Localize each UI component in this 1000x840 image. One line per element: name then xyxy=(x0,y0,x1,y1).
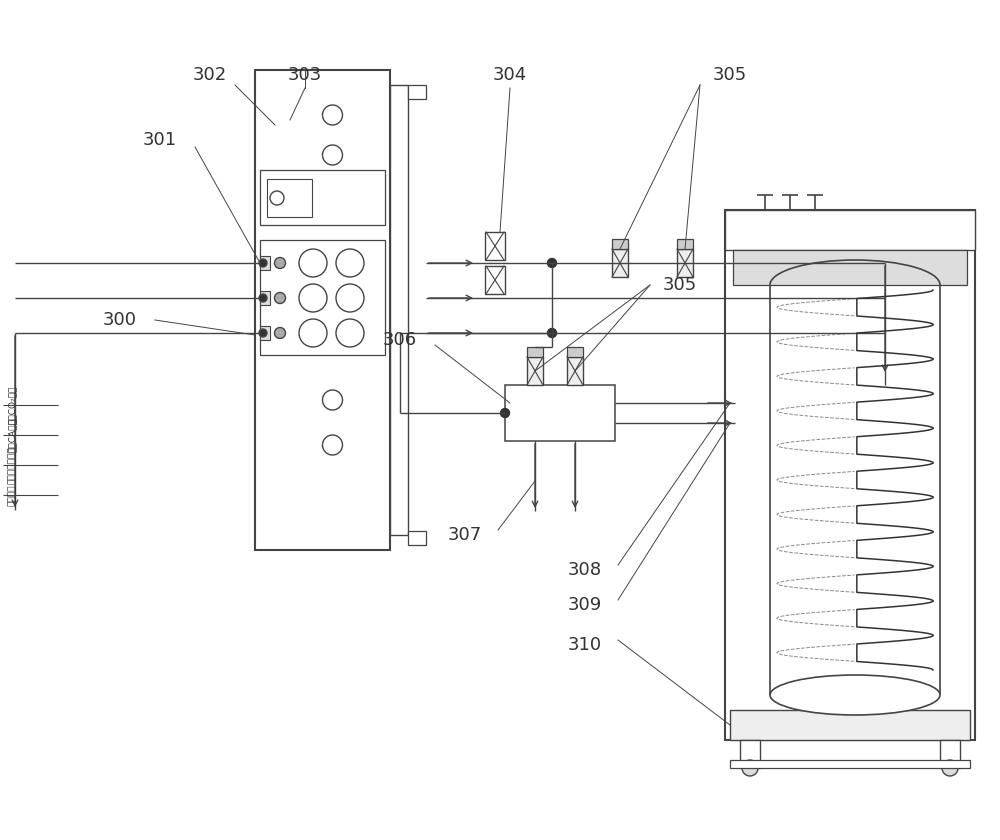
Circle shape xyxy=(274,328,286,339)
Circle shape xyxy=(274,292,286,303)
Circle shape xyxy=(259,329,267,337)
Text: 306: 306 xyxy=(383,331,417,349)
Bar xyxy=(485,266,505,294)
Text: 305: 305 xyxy=(663,276,697,294)
Circle shape xyxy=(259,294,267,302)
Circle shape xyxy=(274,258,286,269)
Circle shape xyxy=(336,249,364,277)
Text: 输气负压引气管: 输气负压引气管 xyxy=(8,446,17,484)
Bar xyxy=(612,249,628,277)
Text: 输气管路: 输气管路 xyxy=(8,484,17,506)
Text: 307: 307 xyxy=(448,526,482,544)
Circle shape xyxy=(259,259,267,267)
Bar xyxy=(567,357,583,385)
Text: 302: 302 xyxy=(193,66,227,84)
Bar xyxy=(485,232,505,260)
Bar xyxy=(527,347,543,357)
Bar xyxy=(612,239,628,249)
Bar xyxy=(505,385,615,441)
Bar xyxy=(725,210,975,740)
Circle shape xyxy=(336,284,364,312)
Circle shape xyxy=(299,284,327,312)
Circle shape xyxy=(270,191,284,205)
Bar xyxy=(260,326,270,340)
Circle shape xyxy=(299,319,327,347)
Text: 303: 303 xyxy=(288,66,322,84)
Text: 300: 300 xyxy=(103,311,137,329)
Circle shape xyxy=(942,760,958,776)
Bar xyxy=(730,710,970,740)
Bar xyxy=(740,740,760,768)
Bar xyxy=(255,70,390,550)
Circle shape xyxy=(336,319,364,347)
Circle shape xyxy=(742,760,758,776)
Text: 308: 308 xyxy=(568,561,602,579)
Text: 309: 309 xyxy=(568,596,602,614)
Bar xyxy=(408,531,426,545)
Bar xyxy=(677,239,693,249)
Bar xyxy=(267,179,312,217)
Bar xyxy=(260,170,385,225)
Circle shape xyxy=(548,328,556,338)
Circle shape xyxy=(548,259,556,267)
Circle shape xyxy=(322,390,342,410)
Circle shape xyxy=(322,145,342,165)
Circle shape xyxy=(322,435,342,455)
Bar xyxy=(677,249,693,277)
Text: 305: 305 xyxy=(713,66,747,84)
Bar xyxy=(390,85,408,535)
Bar xyxy=(408,85,426,99)
Bar xyxy=(527,357,543,385)
Bar xyxy=(260,240,385,355)
Text: 301: 301 xyxy=(143,131,177,149)
Text: 310: 310 xyxy=(568,636,602,654)
Text: 304: 304 xyxy=(493,66,527,84)
Bar xyxy=(567,347,583,357)
Bar xyxy=(730,760,970,768)
Bar xyxy=(940,740,960,768)
Bar xyxy=(260,256,270,270)
Text: 输气CO₂管路: 输气CO₂管路 xyxy=(8,386,17,424)
Bar xyxy=(733,250,967,285)
Bar xyxy=(260,291,270,305)
Bar xyxy=(725,210,975,250)
Circle shape xyxy=(501,408,510,417)
Text: 输气CA管路: 输气CA管路 xyxy=(8,418,17,452)
Ellipse shape xyxy=(770,675,940,715)
Circle shape xyxy=(322,105,342,125)
Circle shape xyxy=(299,249,327,277)
